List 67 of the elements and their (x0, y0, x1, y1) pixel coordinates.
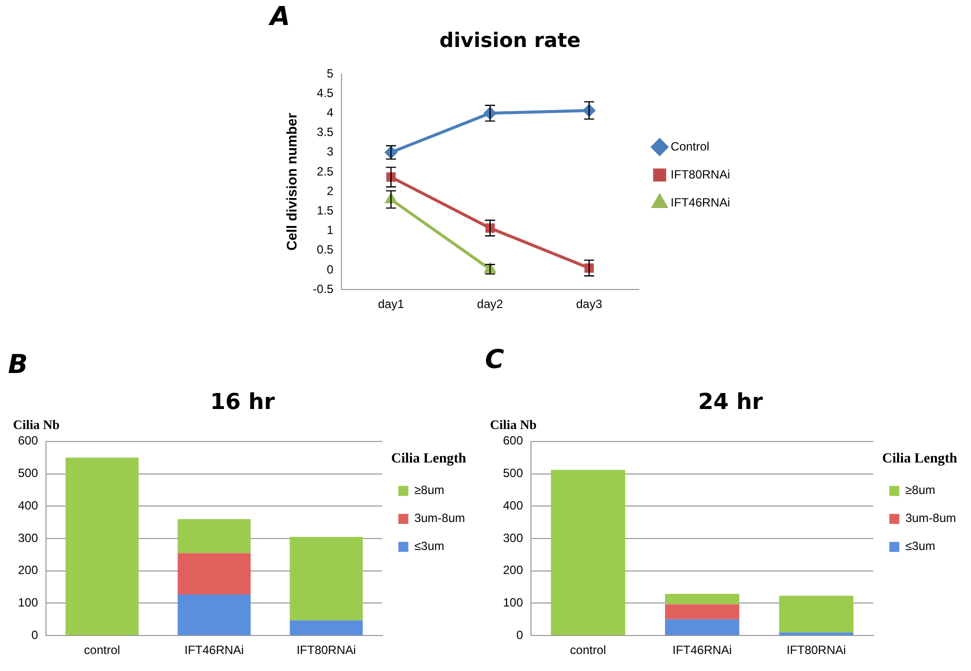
bar (66, 458, 139, 636)
bar (550, 470, 626, 636)
y-tick-label: 3.5 (316, 125, 334, 140)
legend-label: ≤3um (905, 539, 936, 554)
bar (178, 553, 251, 594)
chart-title: division rate (439, 28, 581, 52)
x-tick-label: IFT46RNAi (672, 643, 732, 658)
x-tick-label: day3 (576, 297, 602, 312)
legend-label: Control (670, 139, 710, 154)
x-tick-label: control (84, 643, 120, 658)
y-tick-label: -0.5 (312, 282, 334, 296)
legend-label: IFT46RNAi (670, 195, 730, 210)
y-axis-title: Cilia Nb (13, 417, 60, 433)
y-tick-label: 0 (31, 628, 38, 642)
y-tick-label: 0 (326, 262, 334, 276)
y-tick-label: 200 (18, 563, 38, 578)
bar (290, 536, 363, 620)
bar (178, 519, 251, 554)
legend-title: Cilia Length (391, 452, 466, 467)
y-tick-label: 4.5 (316, 86, 334, 100)
y-tick-label: 2.5 (316, 164, 334, 178)
bar (779, 632, 854, 636)
y-tick-label: 1.5 (316, 204, 334, 218)
x-tick-label: IFT46RNAi (184, 643, 244, 658)
x-tick-label: control (570, 643, 606, 658)
y-tick-label: 500 (18, 466, 38, 480)
chart-title: 16 hr (210, 390, 276, 415)
y-tick-label: 2 (326, 184, 334, 198)
y-tick-label: 200 (502, 563, 524, 578)
x-tick-label: IFT80RNAi (786, 643, 846, 658)
y-tick-label: 1 (326, 223, 334, 238)
x-tick-label: day2 (477, 297, 504, 312)
bar (665, 604, 740, 620)
y-tick-label: 300 (18, 530, 38, 545)
y-axis-title: Cell division number (283, 112, 300, 251)
y-tick-label: 300 (502, 530, 524, 545)
y-tick-label: 0.5 (316, 242, 334, 257)
text: C (485, 345, 504, 375)
y-tick-label: 5 (326, 66, 334, 80)
y-tick-label: 600 (18, 434, 38, 448)
legend-label: 3um-8um (414, 511, 466, 526)
bar (178, 594, 251, 636)
y-axis-title: Cilia Nb (490, 417, 537, 433)
legend-label: ≥8um (414, 483, 444, 498)
y-tick-label: 100 (502, 596, 524, 610)
bar (290, 620, 363, 636)
bar (779, 596, 854, 632)
y-tick-label: 500 (502, 466, 524, 480)
y-tick-label: 600 (502, 434, 524, 448)
chart-title: 24 hr (698, 390, 764, 415)
x-tick-label: day1 (378, 297, 404, 312)
y-tick-label: 3 (326, 144, 334, 159)
legend-label: ≥8um (905, 483, 936, 498)
bar (665, 594, 740, 604)
legend-title: Cilia Length (882, 452, 958, 467)
legend-label: 3um-8um (905, 511, 956, 526)
x-tick-label: IFT80RNAi (296, 643, 356, 658)
y-tick-label: 400 (502, 498, 524, 512)
legend-label: IFT80RNAi (670, 167, 730, 182)
y-tick-label: 400 (18, 498, 38, 512)
text: B (8, 350, 28, 380)
text: A (270, 2, 290, 32)
y-tick-label: 4 (326, 106, 334, 120)
y-tick-label: 0 (516, 628, 524, 642)
bar (665, 619, 740, 636)
y-tick-label: 100 (18, 596, 38, 610)
legend-label: ≤3um (414, 539, 444, 554)
